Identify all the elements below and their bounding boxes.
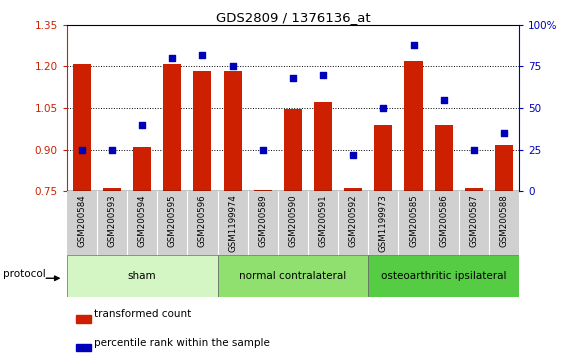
Bar xyxy=(495,145,513,191)
Point xyxy=(379,105,388,111)
Point xyxy=(469,147,478,152)
Point xyxy=(137,122,147,127)
Bar xyxy=(163,64,182,191)
Bar xyxy=(72,64,91,191)
Text: GSM200585: GSM200585 xyxy=(409,194,418,247)
Bar xyxy=(465,188,483,191)
Point xyxy=(439,97,448,102)
Text: GSM1199974: GSM1199974 xyxy=(228,194,237,252)
Text: GSM200592: GSM200592 xyxy=(349,194,358,247)
Text: transformed count: transformed count xyxy=(94,309,191,319)
Text: sham: sham xyxy=(128,271,157,281)
Bar xyxy=(284,109,302,191)
Text: GSM200591: GSM200591 xyxy=(318,194,328,247)
Bar xyxy=(344,188,362,191)
Bar xyxy=(193,70,212,191)
Point xyxy=(198,52,207,58)
Bar xyxy=(67,255,218,297)
Text: GSM200586: GSM200586 xyxy=(439,194,448,247)
Text: GSM200595: GSM200595 xyxy=(168,194,177,247)
Bar xyxy=(133,147,151,191)
Bar xyxy=(76,344,90,351)
Bar xyxy=(253,190,272,191)
Point xyxy=(288,75,298,81)
Bar xyxy=(103,188,121,191)
Point xyxy=(228,63,237,69)
Point xyxy=(409,42,418,47)
Text: percentile rank within the sample: percentile rank within the sample xyxy=(94,338,270,348)
Text: GSM200596: GSM200596 xyxy=(198,194,207,247)
Bar xyxy=(404,61,423,191)
Bar xyxy=(434,125,453,191)
Text: osteoarthritic ipsilateral: osteoarthritic ipsilateral xyxy=(381,271,506,281)
Text: GSM200594: GSM200594 xyxy=(137,194,147,247)
Text: GSM200590: GSM200590 xyxy=(288,194,298,247)
Text: GSM200593: GSM200593 xyxy=(107,194,117,247)
Text: protocol: protocol xyxy=(3,269,46,279)
Bar xyxy=(368,255,519,297)
Bar xyxy=(374,125,393,191)
Title: GDS2809 / 1376136_at: GDS2809 / 1376136_at xyxy=(216,11,370,24)
Text: normal contralateral: normal contralateral xyxy=(240,271,346,281)
Point xyxy=(349,152,358,158)
Point xyxy=(107,147,117,152)
Point xyxy=(318,72,328,78)
Point xyxy=(168,55,177,61)
Text: GSM200589: GSM200589 xyxy=(258,194,267,247)
Bar xyxy=(223,70,242,191)
Bar xyxy=(218,255,368,297)
Bar xyxy=(76,315,90,323)
Text: GSM200587: GSM200587 xyxy=(469,194,478,247)
Point xyxy=(499,130,509,136)
Text: GSM200584: GSM200584 xyxy=(77,194,86,247)
Text: GSM200588: GSM200588 xyxy=(499,194,509,247)
Bar xyxy=(314,102,332,191)
Text: GSM1199973: GSM1199973 xyxy=(379,194,388,252)
Point xyxy=(258,147,267,152)
Point xyxy=(77,147,86,152)
